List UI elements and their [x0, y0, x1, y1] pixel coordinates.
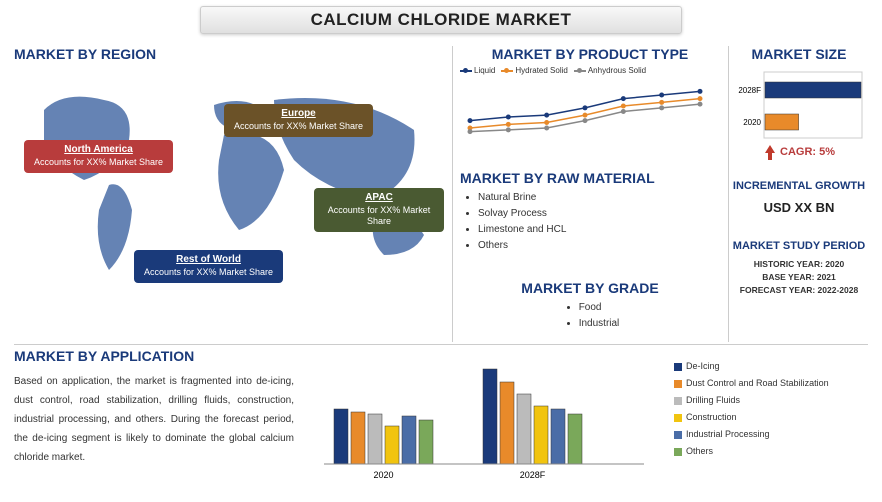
page-title: CALCIUM CHLORIDE MARKET — [311, 10, 572, 30]
region-box-eu: EuropeAccounts for XX% Market Share — [224, 104, 373, 137]
study-section: MARKET STUDY PERIOD HISTORIC YEAR: 2020B… — [730, 240, 868, 296]
region-apac-name: APAC — [324, 192, 434, 205]
study-line: HISTORIC YEAR: 2020 — [730, 258, 868, 271]
region-eu-name: Europe — [234, 108, 363, 121]
raw-heading: MARKET BY RAW MATERIAL — [460, 170, 720, 186]
app-legend-item: Dust Control and Road Stabilization — [674, 375, 874, 392]
cagr-row: CAGR: 5% — [730, 143, 868, 161]
product-legend: Liquid Hydrated Solid Anhydrous Solid — [460, 66, 720, 75]
region-na-sub: Accounts for XX% Market Share — [34, 157, 163, 167]
region-box-na: North AmericaAccounts for XX% Market Sha… — [24, 140, 173, 173]
grade-section: MARKET BY GRADE FoodIndustrial — [460, 280, 720, 332]
raw-item: Others — [478, 238, 720, 254]
raw-item: Limestone and HCL — [478, 222, 720, 238]
grade-item: Food — [579, 300, 620, 316]
incremental-heading: INCREMENTAL GROWTH — [730, 180, 868, 192]
application-bar-chart: 2020 2028F — [314, 354, 654, 484]
study-line: BASE YEAR: 2021 — [730, 271, 868, 284]
app-legend-item: Drilling Fluids — [674, 392, 874, 409]
study-heading: MARKET STUDY PERIOD — [730, 240, 868, 252]
product-heading: MARKET BY PRODUCT TYPE — [460, 46, 720, 62]
size-heading: MARKET SIZE — [730, 46, 868, 62]
region-row-sub: Accounts for XX% Market Share — [144, 267, 273, 277]
svg-text:2028F: 2028F — [520, 470, 546, 480]
cagr-label: CAGR: 5% — [780, 146, 835, 158]
raw-section: MARKET BY RAW MATERIAL Natural BrineSolv… — [460, 170, 720, 254]
size-section: MARKET SIZE 2028F 2020 CAGR: 5% — [730, 46, 868, 161]
region-box-apac: APACAccounts for XX% Market Share — [314, 188, 444, 232]
svg-text:2020: 2020 — [743, 118, 761, 127]
study-lines: HISTORIC YEAR: 2020BASE YEAR: 2021FORECA… — [730, 258, 868, 296]
product-section: MARKET BY PRODUCT TYPE Liquid Hydrated So… — [460, 46, 720, 152]
region-na-name: North America — [34, 144, 163, 157]
app-legend-item: Others — [674, 443, 874, 460]
app-legend-item: Construction — [674, 409, 874, 426]
region-eu-sub: Accounts for XX% Market Share — [234, 121, 363, 131]
product-legend-item: Liquid — [460, 66, 495, 75]
application-text: Based on application, the market is frag… — [14, 372, 294, 467]
region-row-name: Rest of World — [144, 254, 273, 267]
incremental-value: USD XX BN — [730, 200, 868, 215]
raw-list: Natural BrineSolvay ProcessLimestone and… — [478, 190, 720, 254]
region-box-row: Rest of WorldAccounts for XX% Market Sha… — [134, 250, 283, 283]
application-section: MARKET BY APPLICATION Based on applicati… — [14, 348, 868, 496]
divider-v2 — [728, 46, 729, 342]
size-bar-chart: 2028F 2020 — [734, 70, 864, 140]
page-title-bar: CALCIUM CHLORIDE MARKET — [200, 6, 682, 34]
grade-list: FoodIndustrial — [579, 300, 620, 332]
region-apac-sub: Accounts for XX% Market Share — [328, 205, 431, 226]
study-line: FORECAST YEAR: 2022-2028 — [730, 284, 868, 297]
svg-text:2020: 2020 — [373, 470, 393, 480]
divider-h — [14, 344, 868, 345]
raw-item: Natural Brine — [478, 190, 720, 206]
region-heading: MARKET BY REGION — [14, 46, 444, 62]
world-map: North AmericaAccounts for XX% Market Sha… — [14, 70, 444, 290]
svg-text:2028F: 2028F — [738, 86, 761, 95]
app-legend-item: De-Icing — [674, 358, 874, 375]
product-legend-item: Anhydrous Solid — [574, 66, 646, 75]
region-section: MARKET BY REGION North AmericaAccounts f… — [14, 46, 444, 296]
product-legend-item: Hydrated Solid — [501, 66, 567, 75]
incremental-section: INCREMENTAL GROWTH USD XX BN — [730, 180, 868, 215]
grade-heading: MARKET BY GRADE — [460, 280, 720, 296]
divider-v1 — [452, 46, 453, 342]
application-legend: De-IcingDust Control and Road Stabilizat… — [674, 358, 874, 461]
product-line-chart — [460, 79, 710, 149]
grade-item: Industrial — [579, 316, 620, 332]
arrow-up-icon — [763, 143, 777, 161]
raw-item: Solvay Process — [478, 206, 720, 222]
app-legend-item: Industrial Processing — [674, 426, 874, 443]
